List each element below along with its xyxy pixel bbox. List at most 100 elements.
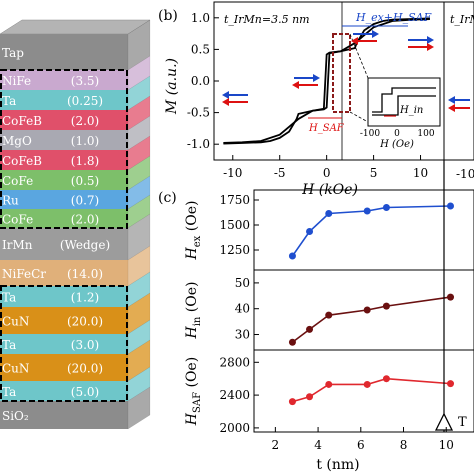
b-ytick-label: 1.0 bbox=[191, 11, 210, 25]
layer-thickness: (2.0) bbox=[71, 213, 99, 227]
panel-c-marker-label: T bbox=[458, 415, 467, 430]
layer-9 bbox=[0, 228, 128, 260]
c-data-point bbox=[306, 325, 314, 333]
layer-thickness: (Wedge) bbox=[60, 238, 110, 252]
panel-b-inset: H_in -100 0 100 H (Oe) bbox=[360, 77, 441, 150]
layer-15 bbox=[0, 381, 128, 401]
c-data-point bbox=[382, 375, 390, 383]
b-ytick-label: -0.5 bbox=[187, 106, 210, 120]
c-data-point bbox=[306, 393, 314, 401]
c-ylabel: Hin (Oe) bbox=[184, 282, 203, 340]
panel-c-tag: (c) bbox=[158, 190, 177, 206]
c-data-point bbox=[306, 228, 314, 235]
layer-11 bbox=[0, 286, 128, 307]
c-xtick-label: 10 bbox=[439, 438, 454, 452]
arrow-blue-top-1-head bbox=[372, 30, 379, 38]
layer-8 bbox=[0, 209, 128, 228]
c-data-point bbox=[382, 302, 390, 310]
layer-label: CoFe bbox=[2, 213, 33, 227]
layer-thickness: (14.0) bbox=[67, 267, 103, 281]
c-data-point bbox=[447, 202, 455, 210]
c-data-point bbox=[325, 380, 333, 388]
loop-annotation-top: H_ex+H_SAF bbox=[355, 11, 432, 24]
panel-b-annotation: t_IrMn=3.5 nm bbox=[224, 13, 310, 26]
layer-2 bbox=[0, 90, 128, 110]
b-xtick-label: -10 bbox=[223, 166, 242, 180]
c-data-point bbox=[382, 204, 390, 211]
layer-label: MgO bbox=[2, 134, 32, 148]
layer-13 bbox=[0, 334, 128, 354]
layer-thickness: (1.2) bbox=[71, 291, 99, 305]
c-data-point bbox=[325, 210, 333, 217]
c-ytick-label: 1500 bbox=[219, 218, 250, 232]
arrow-red-top-1-head bbox=[351, 37, 358, 45]
panel-b-right-frame bbox=[443, 1, 474, 161]
panel-c-subplots: 1750 1500 1250 Hex (Oe) 50 40 30 Hin (Oe) 2800 24… bbox=[184, 189, 474, 435]
c-subplot-frame bbox=[253, 189, 474, 271]
panel-b-arrows bbox=[222, 30, 470, 112]
layer-thickness: (2.0) bbox=[71, 114, 99, 128]
panel-b-dashed-box bbox=[332, 33, 351, 113]
layer-label: NiFeCr bbox=[2, 267, 46, 281]
panel-b-dashed-pointer-2 bbox=[349, 111, 369, 123]
layer-label: CuN bbox=[2, 315, 29, 329]
panel-b: (b) t_IrMn=3.5 nm t_IrMn M (a.u.) H (kOe… bbox=[158, 1, 474, 198]
layer-label: CuN bbox=[2, 362, 29, 376]
layer-label: SiO₂ bbox=[2, 409, 29, 423]
c-xtick-label: 6 bbox=[357, 438, 365, 452]
layer-0 bbox=[0, 34, 128, 70]
layer-label: Ta bbox=[2, 291, 16, 305]
c-ylabel: HSAF (Oe) bbox=[184, 357, 203, 426]
c-ytick-label: 50 bbox=[235, 276, 250, 290]
loop-annotation-left: H_SAF bbox=[308, 123, 345, 134]
layer-thickness: (20.0) bbox=[67, 362, 103, 376]
layer-12 bbox=[0, 307, 128, 334]
c-ytick-label: 2400 bbox=[219, 388, 250, 402]
layer-thickness: (0.25) bbox=[67, 94, 103, 108]
layer-4 bbox=[0, 130, 128, 150]
inset-loop bbox=[372, 87, 436, 116]
panel-b-ylabel: M (a.u.) bbox=[164, 58, 180, 115]
c-series-line bbox=[291, 205, 451, 257]
layer-thickness: (5.0) bbox=[71, 385, 99, 399]
arrow-blue-left-1-head bbox=[222, 91, 229, 99]
c-data-point bbox=[288, 252, 296, 260]
layer-16 bbox=[0, 401, 128, 429]
layer-7 bbox=[0, 190, 128, 209]
layer-thickness: (3.0) bbox=[71, 338, 99, 352]
c-data-point bbox=[363, 207, 371, 215]
layer-label: CoFe bbox=[2, 174, 33, 188]
layer-label: Ru bbox=[2, 194, 19, 208]
c-data-point bbox=[288, 338, 296, 346]
inset-tick-1: -100 bbox=[360, 129, 380, 139]
c-ylabel: Hex (Oe) bbox=[184, 201, 203, 261]
inset-label: H_in bbox=[399, 105, 423, 116]
layer-1 bbox=[0, 70, 128, 90]
c-series-line bbox=[291, 296, 451, 343]
layer-label: CoFeB bbox=[2, 154, 42, 168]
c-subplot-frame bbox=[253, 349, 474, 433]
c-ytick-label: 30 bbox=[235, 328, 250, 342]
layer-thickness: (1.8) bbox=[71, 154, 99, 168]
inset-frame bbox=[367, 77, 441, 127]
stack-dashed-box-2 bbox=[0, 285, 128, 402]
c-data-point bbox=[363, 380, 371, 388]
c-series-line bbox=[292, 377, 451, 403]
b-ytick-label: 0.0 bbox=[191, 74, 210, 88]
arrow-red-left-2-head bbox=[292, 81, 299, 89]
b-ytick-label: 0.5 bbox=[191, 42, 210, 56]
c-data-point bbox=[288, 398, 296, 406]
layer-6 bbox=[0, 170, 128, 190]
arrow-red-left-1-head bbox=[222, 98, 229, 106]
arrow-red-right-1-head bbox=[448, 104, 455, 112]
c-data-point bbox=[325, 311, 333, 319]
c-ytick-label: 1750 bbox=[219, 193, 250, 207]
c-ytick-label: 2800 bbox=[219, 355, 250, 369]
layer-label: IrMn bbox=[2, 238, 33, 252]
panel-b-tag: (b) bbox=[158, 8, 178, 24]
panel-b-right-tick: -10 bbox=[456, 167, 474, 181]
layer-label: Ta bbox=[2, 338, 16, 352]
layer-side-16 bbox=[127, 386, 151, 430]
